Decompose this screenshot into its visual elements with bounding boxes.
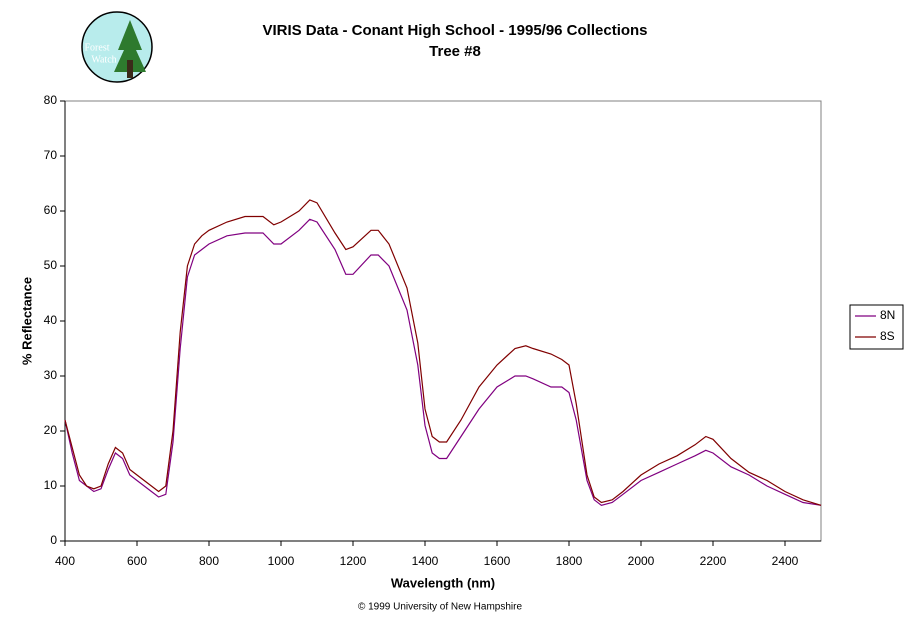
- y-tick-label: 80: [44, 93, 58, 107]
- y-tick-label: 0: [50, 533, 57, 547]
- series-line: [64, 218, 822, 506]
- logo-text: Watch: [91, 54, 116, 65]
- chart-title: VIRIS Data - Conant High School - 1995/9…: [262, 22, 647, 39]
- x-axis-title: Wavelength (nm): [391, 575, 495, 590]
- series-line: [64, 199, 822, 506]
- logo: Forest Watch: [81, 11, 153, 83]
- x-tick-label: 2400: [772, 554, 799, 568]
- legend-label: 8N: [880, 308, 895, 322]
- logo-tree: [114, 20, 146, 72]
- y-tick-label: 60: [44, 203, 58, 217]
- x-tick-label: 2200: [700, 554, 727, 568]
- x-tick-label: 1600: [484, 554, 511, 568]
- plot-area: [64, 100, 822, 542]
- x-tick-label: 1800: [556, 554, 583, 568]
- x-tick-label: 400: [55, 554, 75, 568]
- x-tick-label: 600: [127, 554, 147, 568]
- legend-box: [849, 304, 904, 350]
- x-tick-label: 800: [199, 554, 219, 568]
- y-tick-label: 40: [44, 313, 58, 327]
- x-tick-label: 1400: [412, 554, 439, 568]
- y-axis-title: % Reflectance: [19, 277, 34, 365]
- x-tick-label: 1200: [340, 554, 367, 568]
- x-tick-label: 2000: [628, 554, 655, 568]
- y-tick-label: 10: [44, 478, 58, 492]
- y-tick-label: 50: [44, 258, 58, 272]
- footer: © 1999 University of New Hampshire: [358, 602, 523, 613]
- x-tick-label: 1000: [268, 554, 295, 568]
- y-tick-label: 30: [44, 368, 58, 382]
- chart-subtitle: Tree #8: [429, 43, 481, 60]
- y-tick-label: 20: [44, 423, 58, 437]
- logo-trunk: [127, 60, 133, 78]
- logo-text: Forest: [85, 42, 110, 53]
- legend-label: 8S: [880, 329, 895, 343]
- y-tick-label: 70: [44, 148, 58, 162]
